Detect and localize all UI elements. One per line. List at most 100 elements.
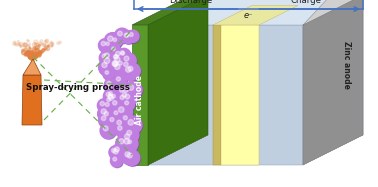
Circle shape bbox=[104, 90, 118, 104]
Circle shape bbox=[112, 108, 124, 120]
Circle shape bbox=[124, 32, 135, 43]
Circle shape bbox=[123, 87, 128, 92]
Circle shape bbox=[106, 93, 122, 109]
Circle shape bbox=[24, 43, 26, 45]
Circle shape bbox=[113, 61, 118, 66]
Circle shape bbox=[112, 47, 115, 51]
Circle shape bbox=[44, 49, 45, 50]
Circle shape bbox=[104, 58, 110, 64]
Circle shape bbox=[112, 52, 124, 64]
Circle shape bbox=[23, 43, 25, 45]
Circle shape bbox=[47, 45, 49, 47]
Circle shape bbox=[116, 77, 121, 81]
Circle shape bbox=[108, 57, 126, 75]
Circle shape bbox=[124, 62, 128, 67]
Circle shape bbox=[24, 53, 28, 56]
Polygon shape bbox=[23, 59, 41, 75]
Circle shape bbox=[107, 90, 119, 102]
Circle shape bbox=[22, 49, 24, 52]
Circle shape bbox=[101, 109, 107, 114]
Circle shape bbox=[47, 45, 49, 47]
Circle shape bbox=[121, 59, 135, 73]
Circle shape bbox=[44, 40, 48, 44]
Polygon shape bbox=[303, 0, 363, 25]
Circle shape bbox=[28, 52, 32, 56]
Circle shape bbox=[105, 96, 117, 108]
Circle shape bbox=[118, 61, 122, 65]
Circle shape bbox=[109, 58, 127, 76]
Circle shape bbox=[125, 151, 141, 166]
Circle shape bbox=[121, 85, 136, 101]
Polygon shape bbox=[213, 5, 298, 25]
Circle shape bbox=[41, 51, 43, 53]
Circle shape bbox=[116, 124, 129, 138]
Circle shape bbox=[126, 139, 138, 150]
Circle shape bbox=[35, 52, 39, 56]
Polygon shape bbox=[148, 0, 208, 165]
Circle shape bbox=[46, 47, 50, 51]
Circle shape bbox=[128, 140, 132, 144]
Circle shape bbox=[127, 153, 132, 158]
Circle shape bbox=[30, 56, 34, 60]
Circle shape bbox=[104, 101, 116, 113]
Circle shape bbox=[59, 41, 62, 44]
Circle shape bbox=[40, 50, 41, 52]
Circle shape bbox=[34, 40, 38, 44]
Circle shape bbox=[35, 52, 37, 55]
Circle shape bbox=[120, 95, 124, 99]
Circle shape bbox=[31, 55, 33, 56]
Circle shape bbox=[114, 111, 118, 115]
Circle shape bbox=[112, 94, 115, 98]
Circle shape bbox=[121, 53, 136, 68]
Circle shape bbox=[45, 40, 47, 42]
Circle shape bbox=[104, 79, 117, 92]
Circle shape bbox=[116, 135, 132, 152]
Circle shape bbox=[28, 55, 31, 57]
Circle shape bbox=[118, 93, 131, 106]
Text: Air cathode: Air cathode bbox=[135, 75, 144, 125]
Circle shape bbox=[107, 81, 111, 85]
Circle shape bbox=[51, 41, 53, 43]
Circle shape bbox=[108, 116, 121, 129]
Circle shape bbox=[29, 48, 31, 50]
Circle shape bbox=[109, 146, 122, 159]
Circle shape bbox=[122, 98, 135, 111]
Circle shape bbox=[119, 90, 133, 104]
Polygon shape bbox=[303, 0, 363, 165]
Circle shape bbox=[33, 55, 36, 59]
Text: Spray-drying process: Spray-drying process bbox=[26, 82, 130, 91]
Circle shape bbox=[30, 56, 33, 59]
Circle shape bbox=[110, 155, 122, 167]
Circle shape bbox=[32, 53, 34, 56]
Circle shape bbox=[34, 52, 37, 55]
Circle shape bbox=[110, 146, 126, 162]
Circle shape bbox=[113, 157, 117, 161]
Circle shape bbox=[19, 42, 23, 46]
Circle shape bbox=[28, 54, 31, 58]
Circle shape bbox=[48, 45, 50, 46]
Circle shape bbox=[112, 148, 116, 153]
Polygon shape bbox=[132, 25, 148, 165]
Circle shape bbox=[121, 135, 138, 153]
Circle shape bbox=[122, 31, 135, 44]
Circle shape bbox=[32, 55, 36, 59]
Circle shape bbox=[110, 117, 114, 122]
Circle shape bbox=[42, 49, 44, 51]
Circle shape bbox=[51, 42, 54, 46]
Circle shape bbox=[98, 99, 111, 112]
Circle shape bbox=[125, 81, 142, 99]
Circle shape bbox=[31, 54, 34, 58]
Circle shape bbox=[26, 51, 29, 54]
Circle shape bbox=[36, 46, 40, 50]
Circle shape bbox=[108, 95, 113, 100]
Circle shape bbox=[29, 55, 33, 59]
Circle shape bbox=[113, 48, 127, 63]
Circle shape bbox=[104, 40, 115, 51]
Circle shape bbox=[125, 152, 130, 157]
Circle shape bbox=[113, 55, 118, 59]
Circle shape bbox=[112, 145, 127, 160]
Circle shape bbox=[122, 93, 127, 97]
Circle shape bbox=[111, 53, 129, 71]
Circle shape bbox=[122, 131, 138, 148]
Circle shape bbox=[124, 134, 130, 139]
